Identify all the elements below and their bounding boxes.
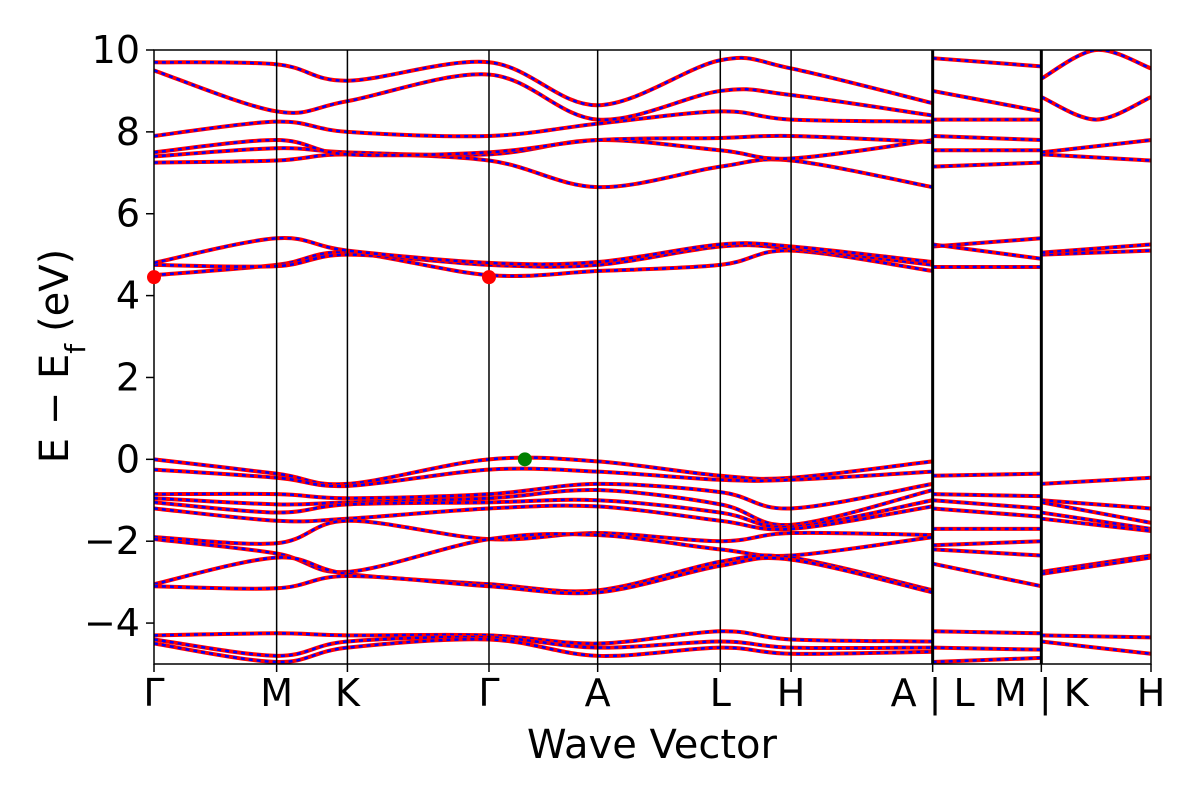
band-valence-15-overlay [154,519,933,546]
band-valence-51-overlay [1041,511,1151,531]
y-axis-title-unit: (eV) [32,249,78,332]
band-conduction-29-overlay [932,89,1042,113]
y-tick-label: −2 [84,519,140,563]
cbm-marker-1 [481,270,496,285]
vbm-marker-0 [517,452,532,467]
band-conduction-6-overlay [154,110,933,138]
y-axis-title: E − Ef (eV) [32,249,92,464]
band-valence-48-overlay [1041,476,1151,486]
band-valence-52-overlay [1041,517,1151,533]
band-valence-54-overlay [1041,556,1151,576]
band-valence-20-overlay [154,635,933,658]
band-valence-17-overlay [154,554,933,593]
x-tick-label: M | K [994,671,1090,716]
band-conduction-1-overlay [154,243,933,268]
band-valence-14-overlay [154,504,933,531]
band-conduction-24-overlay [932,243,1042,260]
y-axis: −4 −2 0 2 4 6 8 10 [84,28,154,645]
band-valence-21-overlay [154,637,933,664]
band-conduction-7 [154,68,933,122]
band-valence-41-overlay [932,656,1042,664]
band-valence-34-overlay [932,507,1042,518]
band-conduction-7-overlay [154,69,933,121]
band-conduction-47 [1040,50,1151,81]
cbm-marker-0 [147,270,161,285]
band-conduction-27-overlay [932,134,1042,142]
x-tick-label: Γ [143,671,164,715]
x-tick-label: K [335,671,361,715]
band-conduction-46 [1040,95,1151,122]
band-conduction-46-overlay [1040,95,1151,121]
band-conduction-44-overlay [1041,153,1151,162]
band-conduction-2-overlay [154,236,933,266]
band-conduction-30-overlay [932,56,1042,68]
extrema-markers [147,270,532,467]
band-valence-37-overlay [932,548,1042,557]
band-valence-49-overlay [1041,499,1151,510]
x-tick-label: A [585,671,611,715]
band-valence-53-overlay [1041,554,1151,574]
band-conduction-42-overlay [1041,249,1151,256]
band-valence-36-overlay [932,539,1042,547]
x-tick-label: M [260,671,293,715]
band-valence-31-overlay [932,472,1042,477]
y-tick-label: 6 [116,192,140,236]
band-valence-17 [154,553,934,594]
high-symmetry-lines [275,50,1043,664]
x-axis-title: Wave Vector [527,722,778,768]
band-valence-39-overlay [932,630,1042,635]
band-valence-14 [154,503,933,532]
band-valence-19 [154,629,933,646]
band-conduction-3 [154,152,934,190]
y-tick-label: 0 [116,437,140,481]
band-valence-33-overlay [932,499,1042,510]
band-valence-55-overlay [1041,634,1151,639]
y-axis-title-main: E − E [32,354,78,464]
band-conduction-25-overlay [932,161,1042,168]
band-valence-10-overlay [154,467,933,488]
y-tick-label: 4 [116,274,140,318]
x-tick-label: L [710,671,731,715]
x-tick-label: Γ [478,671,499,715]
band-valence-50-overlay [1041,501,1151,525]
band-conduction-43-overlay [1041,243,1151,254]
band-valence-40-overlay [932,646,1042,651]
plot-frame [153,49,1152,665]
y-tick-label: 8 [116,110,140,154]
y-axis-title-subscript: f [59,343,92,354]
band-conduction-45-overlay [1041,138,1151,154]
y-tick-label: 2 [116,355,140,399]
band-conduction-47-overlay [1040,50,1151,80]
band-valence-32-overlay [932,492,1042,498]
band-valence-16 [154,531,933,575]
y-tick-label: −4 [84,601,140,645]
y-tick-label: 10 [92,28,140,72]
x-tick-label: H [1137,671,1166,715]
x-tick-label: H [777,671,806,715]
band-conduction-6 [154,109,933,139]
x-tick-label: A | L [891,671,975,716]
band-valence-38-overlay [932,562,1042,588]
band-conduction-5-overlay [154,134,933,157]
band-valence-56-overlay [1041,640,1151,656]
band-conduction-8-overlay [154,56,933,107]
band-layer [154,50,1151,664]
